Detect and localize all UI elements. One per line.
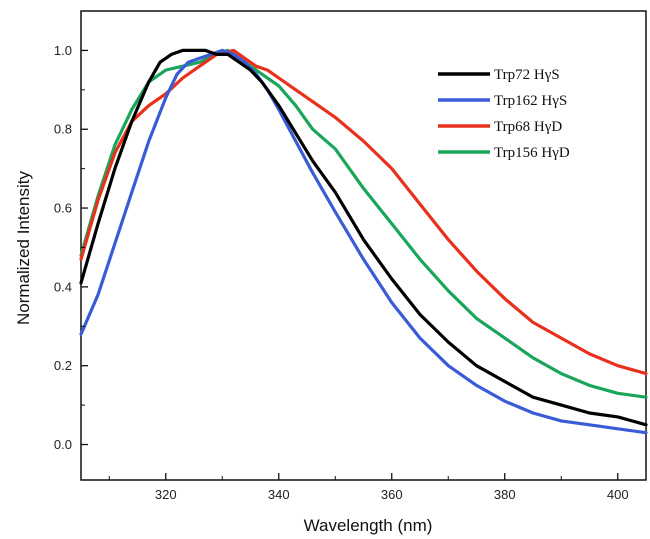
y-tick-label: 0.4 [54,279,72,294]
y-tick-label: 0.2 [54,358,72,373]
series-line [79,48,648,399]
legend: Trp72 HγS Trp162 HγS Trp68 HγD Trp156 HγD [438,67,570,161]
x-tick-label: 380 [494,487,516,502]
y-tick-label: 0.0 [54,437,72,452]
axis-ticks: 320 340 360 380 400 0.0 0.2 0.4 0.6 0.8 1.0 [54,43,629,502]
series-line [79,48,648,376]
x-tick-label: 400 [607,487,629,502]
y-tick-label: 1.0 [54,43,72,58]
x-axis-title: Wavelength (nm) [304,516,433,535]
legend-label: Trp156 HγD [494,145,570,161]
series-line [79,48,648,427]
series-layer [79,48,648,435]
x-tick-label: 320 [155,487,177,502]
legend-label: Trp162 HγS [494,93,567,109]
y-tick-label: 0.8 [54,122,72,137]
plot-border [80,10,647,481]
legend-label: Trp68 HγD [494,119,562,135]
x-tick-label: 360 [381,487,403,502]
x-tick-label: 340 [268,487,290,502]
y-axis-title: Normalized Intensity [14,171,33,326]
plot-frame [80,10,647,481]
y-tick-label: 0.6 [54,201,72,216]
legend-label: Trp72 HγS [494,67,560,83]
